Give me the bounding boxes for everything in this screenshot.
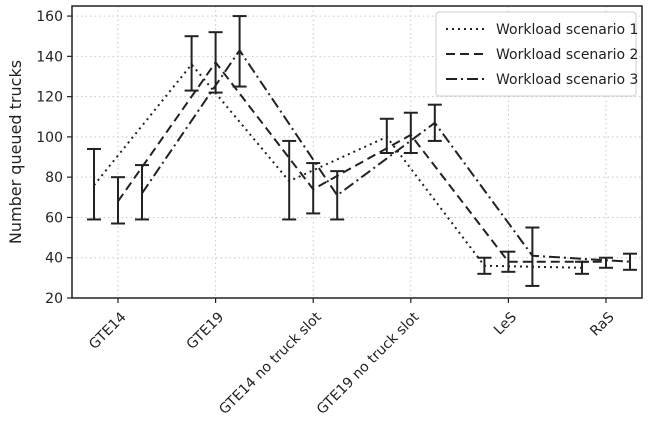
- error-bar: [501, 250, 516, 273]
- series-2: [111, 31, 613, 273]
- error-bar: [403, 111, 418, 155]
- y-tick-label: 20: [45, 291, 63, 307]
- error-bar: [135, 164, 149, 221]
- y-tick-label: 100: [36, 130, 63, 146]
- error-bar: [427, 103, 442, 142]
- series-line: [117, 61, 606, 263]
- y-tick-label: 160: [36, 9, 63, 25]
- y-tick-label: 140: [36, 49, 63, 65]
- series-line: [141, 49, 631, 263]
- error-bar: [87, 147, 101, 221]
- error-bar: [208, 31, 223, 94]
- y-axis-label: Number queued trucks: [6, 60, 25, 244]
- grid: [72, 6, 642, 299]
- error-bar: [623, 252, 637, 271]
- legend: Workload scenario 1 Workload scenario 2 Wo…: [435, 11, 638, 97]
- legend-label-3: Workload scenario 3: [496, 72, 638, 88]
- error-bar: [330, 170, 345, 221]
- y-tick-label: 120: [36, 90, 63, 106]
- y-tick-label: 40: [45, 251, 63, 267]
- plot-frame: [71, 5, 643, 299]
- error-bar: [111, 176, 125, 225]
- error-bar: [232, 15, 247, 88]
- series-1: [87, 35, 589, 275]
- legend-box: [435, 11, 637, 97]
- error-bar: [184, 35, 199, 92]
- error-bar: [477, 256, 492, 275]
- y-tick-label: 60: [45, 210, 63, 226]
- x-tick-label: GTE19 no truck slot: [314, 309, 423, 418]
- legend-label-1: Workload scenario 1: [496, 22, 638, 38]
- error-bar: [306, 162, 321, 215]
- y-axis-ticks: 20 40 60 80 100 120 140 160: [36, 9, 72, 307]
- x-tick-label: GTE14 no truck slot: [216, 309, 325, 418]
- x-tick-label: GTE19: [184, 309, 228, 353]
- error-bar: [525, 226, 540, 287]
- series-3: [135, 15, 637, 287]
- series-layer: [87, 15, 637, 287]
- error-bar: [282, 139, 297, 221]
- x-tick-label: RaS: [587, 309, 617, 339]
- legend-label-2: Workload scenario 2: [496, 47, 638, 63]
- y-tick-label: 80: [45, 170, 63, 186]
- x-tick-label: LeS: [491, 309, 520, 338]
- error-bar: [575, 260, 589, 275]
- series-line: [93, 63, 583, 269]
- x-tick-label: GTE14: [86, 309, 130, 353]
